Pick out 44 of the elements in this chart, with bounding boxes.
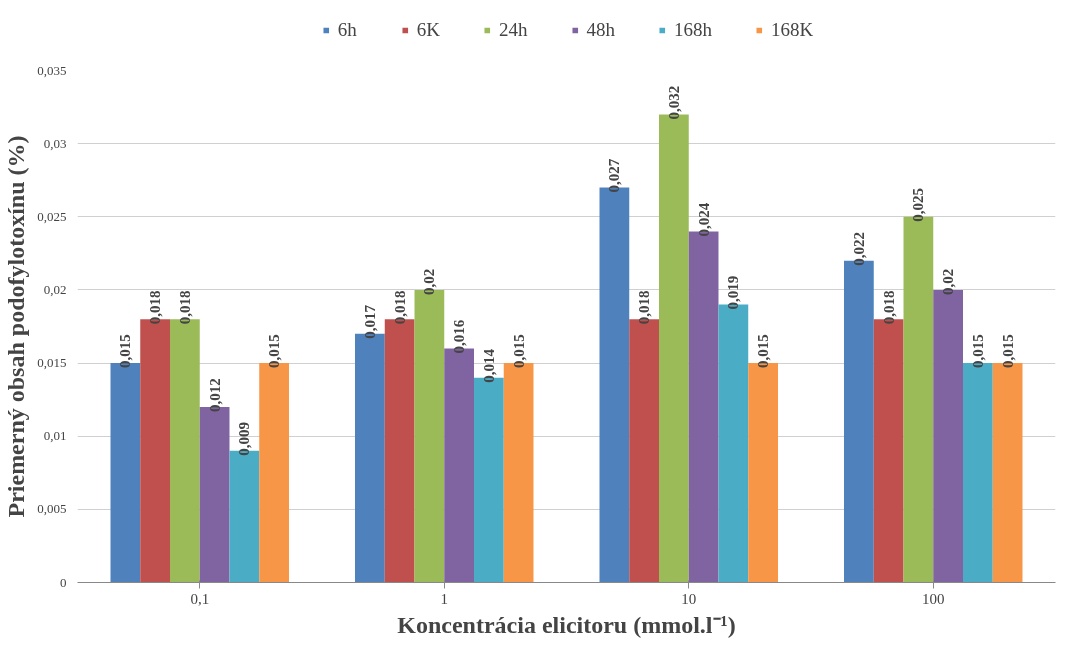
legend-label: 168K [771, 19, 814, 41]
data-label: 0,025 [910, 188, 927, 222]
data-label: 0,018 [147, 290, 164, 325]
legend-label: 48h [586, 19, 615, 41]
data-label: 0,016 [451, 319, 468, 354]
legend-label: 6K [416, 19, 440, 41]
data-label: 0,015 [755, 334, 772, 369]
data-label: 0,018 [391, 290, 408, 325]
data-label: 0,019 [725, 275, 742, 310]
legend-label: 168h [674, 19, 712, 41]
data-label: 0,018 [880, 290, 897, 325]
y-tick-label: 0,02 [43, 281, 67, 297]
data-label: 0,018 [176, 290, 193, 325]
data-label: 0,018 [636, 290, 653, 325]
y-tick-label: 0 [60, 574, 67, 590]
legend-label: 24h [499, 19, 528, 41]
data-label: 0,02 [940, 268, 957, 295]
data-label: 0,032 [665, 85, 682, 120]
x-tick-label: 1 [440, 590, 448, 607]
y-tick-label: 0,025 [37, 208, 67, 224]
x-axis-title: Koncentrácia elicitoru (mmol.l⁻¹) [397, 611, 736, 638]
data-label: 0,015 [510, 334, 527, 369]
y-tick-label: 0,015 [37, 355, 67, 371]
data-label: 0,012 [206, 378, 223, 412]
y-axis-title: Priemerný obsah podofylotoxínu (%) [3, 135, 30, 518]
data-label: 0,015 [999, 334, 1016, 369]
y-tick-label: 0,03 [43, 135, 67, 151]
y-tick-label: 0,01 [43, 428, 67, 444]
data-label: 0,027 [606, 158, 623, 193]
legend-label: 6h [337, 19, 358, 41]
data-label: 0,022 [850, 231, 867, 266]
data-label: 0,017 [361, 304, 378, 339]
x-tick-label: 0,1 [190, 590, 210, 607]
data-label: 0,024 [695, 202, 712, 237]
data-label: 0,015 [969, 334, 986, 369]
y-tick-label: 0,035 [37, 62, 67, 78]
x-tick-label: 10 [681, 590, 697, 607]
y-tick-label: 0,005 [37, 501, 67, 517]
data-label: 0,009 [236, 422, 253, 456]
data-label: 0,02 [421, 268, 438, 295]
data-label: 0,014 [480, 348, 497, 383]
data-label: 0,015 [117, 334, 134, 369]
data-label: 0,015 [266, 334, 283, 369]
x-tick-label: 100 [922, 590, 945, 607]
